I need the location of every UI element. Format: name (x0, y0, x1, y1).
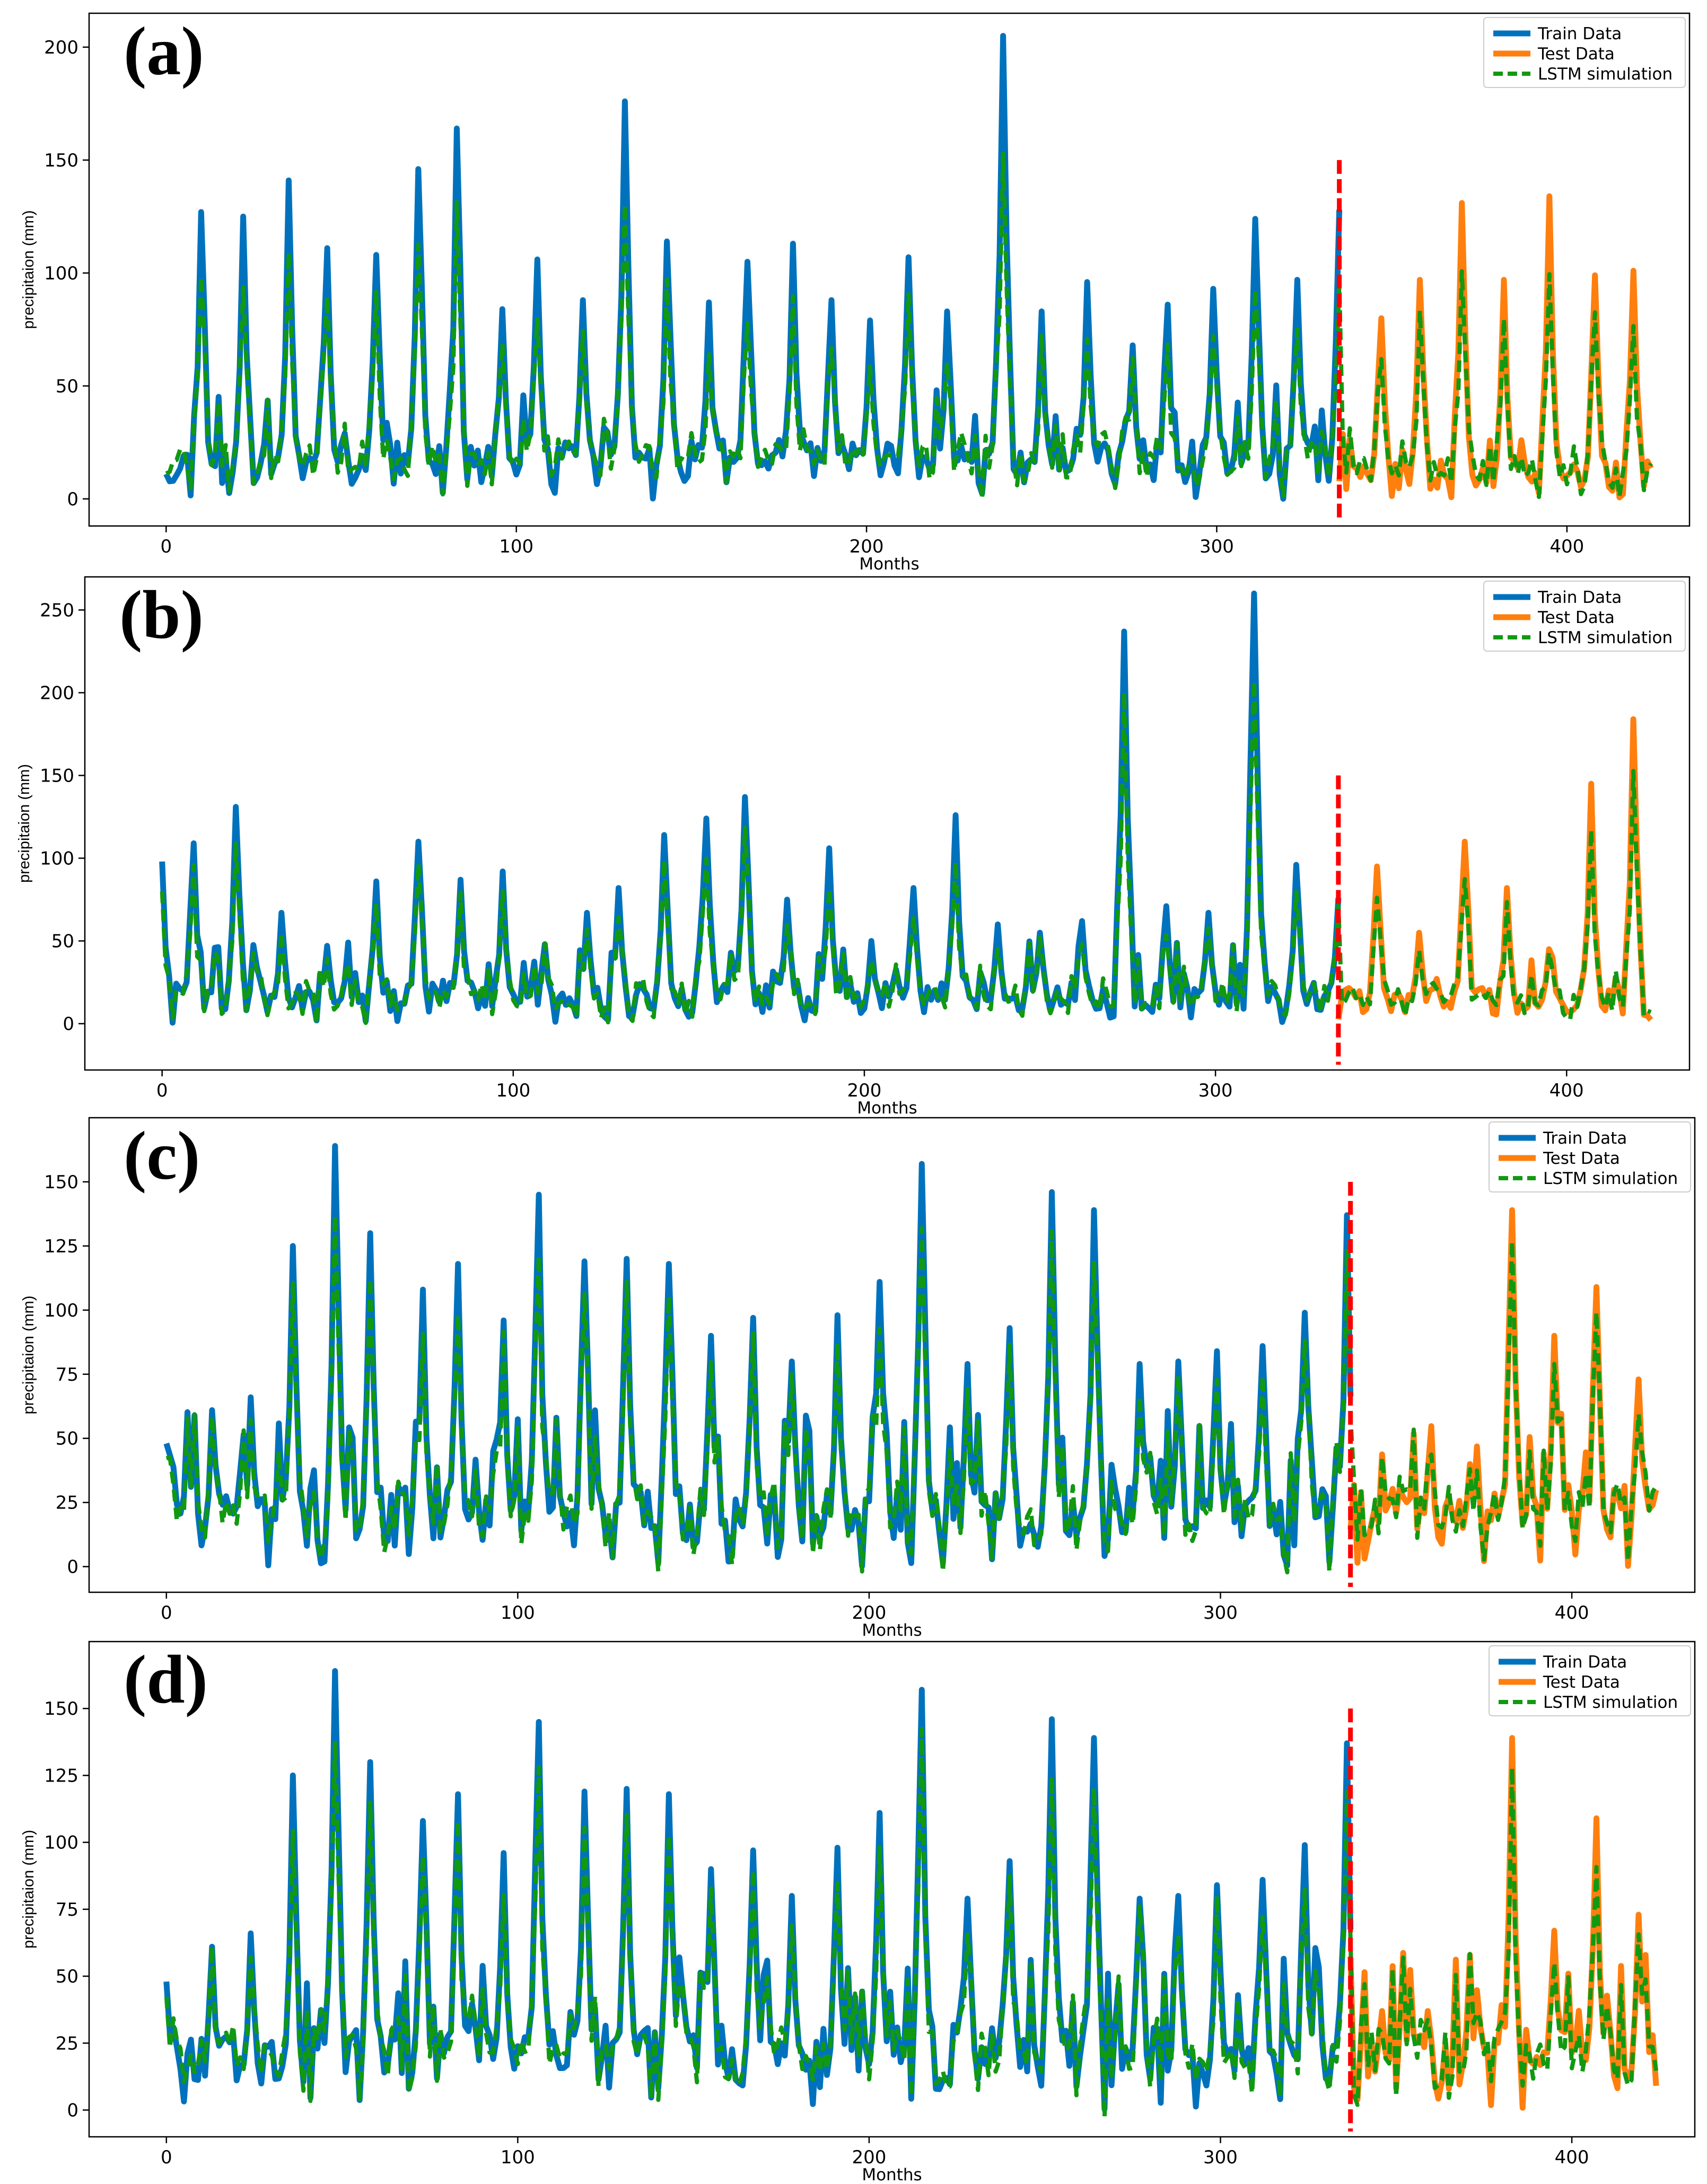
legend-entry: LSTM simulation (1543, 1169, 1678, 1188)
panel-label: (b) (119, 577, 204, 653)
lstm-simulation-line (165, 1213, 1658, 1575)
x-tick-label: 100 (496, 1080, 530, 1101)
x-tick-label: 300 (1203, 1602, 1238, 1624)
legend-entry: Train Data (1537, 588, 1622, 607)
legend-entry: Train Data (1543, 1129, 1627, 1148)
plot-area (88, 12, 1691, 527)
y-tick-label: 50 (56, 376, 78, 397)
lstm-simulation-line (165, 151, 1653, 501)
plot-area (88, 1117, 1696, 1593)
lstm-simulation-line (160, 679, 1652, 1026)
legend-entry: LSTM simulation (1538, 628, 1673, 647)
y-tick-label: 100 (44, 1300, 78, 1321)
legend-box (1489, 1645, 1691, 1716)
y-tick-label: 200 (40, 682, 74, 704)
series-group (163, 33, 1654, 502)
y-tick-label: 0 (67, 1557, 78, 1578)
x-tick-label: 400 (1550, 536, 1584, 557)
legend-entry: Train Data (1543, 1653, 1627, 1672)
panel-b: 0 100 200 300 400 0 50 100 150 200 250 Months precip… (16, 576, 1691, 1118)
y-tick-label: 200 (44, 37, 78, 58)
y-axis-label: precipitaion (mm) (20, 1296, 37, 1415)
x-tick-label: 200 (852, 2147, 886, 2168)
legend-box (1489, 1121, 1691, 1192)
y-tick-label: 150 (44, 1698, 78, 1720)
x-tick-label: 100 (499, 536, 533, 557)
lstm-simulation-line (164, 1726, 1659, 2120)
x-tick-label: 0 (161, 1602, 172, 1624)
x-tick-label: 100 (501, 1602, 535, 1624)
series-group (163, 1143, 1659, 1575)
legend-entry: Test Data (1543, 1673, 1620, 1692)
y-tick-label: 50 (56, 1966, 78, 1987)
panel-label: (d) (124, 1642, 208, 1718)
y-tick-label: 25 (56, 2033, 78, 2054)
x-tick-label: 0 (156, 1080, 168, 1101)
x-axis-label: Months (859, 555, 919, 574)
x-tick-label: 200 (847, 1080, 882, 1101)
legend-entry: Test Data (1537, 608, 1615, 627)
legend-box (1483, 17, 1686, 88)
y-tick-label: 100 (40, 848, 74, 870)
y-axis-label: precipitaion (mm) (16, 764, 33, 883)
test-data-line (1335, 716, 1653, 1022)
panel-label: (c) (124, 1118, 200, 1194)
x-axis-label: Months (862, 2165, 922, 2184)
x-tick-label: 100 (501, 2147, 535, 2168)
y-tick-label: 100 (44, 1832, 78, 1854)
series-group (159, 590, 1653, 1026)
y-tick-label: 100 (44, 263, 78, 284)
x-tick-label: 400 (1555, 2147, 1589, 2168)
legend-entry: LSTM simulation (1543, 1693, 1678, 1712)
plot-area (88, 1641, 1696, 2138)
y-tick-label: 125 (44, 1236, 78, 1257)
y-axis-label: precipitaion (mm) (20, 1830, 37, 1949)
legend-box (1483, 581, 1686, 652)
x-axis-label: Months (857, 1099, 917, 1118)
legend-entry: Test Data (1543, 1149, 1620, 1168)
y-tick-label: 150 (44, 1172, 78, 1193)
y-tick-label: 75 (56, 1899, 78, 1920)
x-tick-label: 200 (850, 536, 884, 557)
x-tick-label: 400 (1550, 1080, 1584, 1101)
panel-label: (a) (124, 13, 204, 90)
panel-d: 0 100 200 300 400 0 25 50 75 100 125 150 Months preci… (20, 1641, 1696, 2184)
x-tick-label: 300 (1203, 2147, 1238, 2168)
x-tick-label: 200 (852, 1602, 886, 1624)
plot-area (84, 576, 1691, 1071)
x-tick-label: 300 (1200, 536, 1234, 557)
y-tick-label: 50 (51, 931, 74, 952)
y-tick-label: 250 (40, 600, 74, 621)
x-tick-label: 300 (1198, 1080, 1233, 1101)
series-group (163, 1668, 1659, 2120)
y-tick-label: 0 (63, 1014, 74, 1035)
y-tick-label: 0 (67, 489, 78, 510)
y-tick-label: 150 (44, 150, 78, 171)
legend-entry: Test Data (1537, 45, 1615, 64)
y-tick-label: 50 (56, 1428, 78, 1450)
panel-a: 0 100 200 300 400050100150200Monthsprecipita… (20, 12, 1691, 574)
x-tick-label: 400 (1555, 1602, 1589, 1624)
x-tick-label: 0 (161, 2147, 172, 2168)
y-tick-label: 150 (40, 765, 74, 786)
x-tick-label: 0 (160, 536, 172, 557)
legend-entry: Train Data (1537, 24, 1622, 43)
x-axis-label: Months (862, 1621, 922, 1640)
y-tick-label: 0 (67, 2100, 78, 2121)
y-axis-label: precipitaion (mm) (20, 210, 37, 329)
y-tick-label: 125 (44, 1765, 78, 1786)
y-tick-label: 75 (56, 1364, 78, 1385)
legend-entry: LSTM simulation (1538, 65, 1673, 84)
y-tick-label: 25 (56, 1493, 78, 1514)
panel-c: 0 100 200 300 400 0 25 50 75 100 125 150 Months preci… (20, 1117, 1696, 1640)
